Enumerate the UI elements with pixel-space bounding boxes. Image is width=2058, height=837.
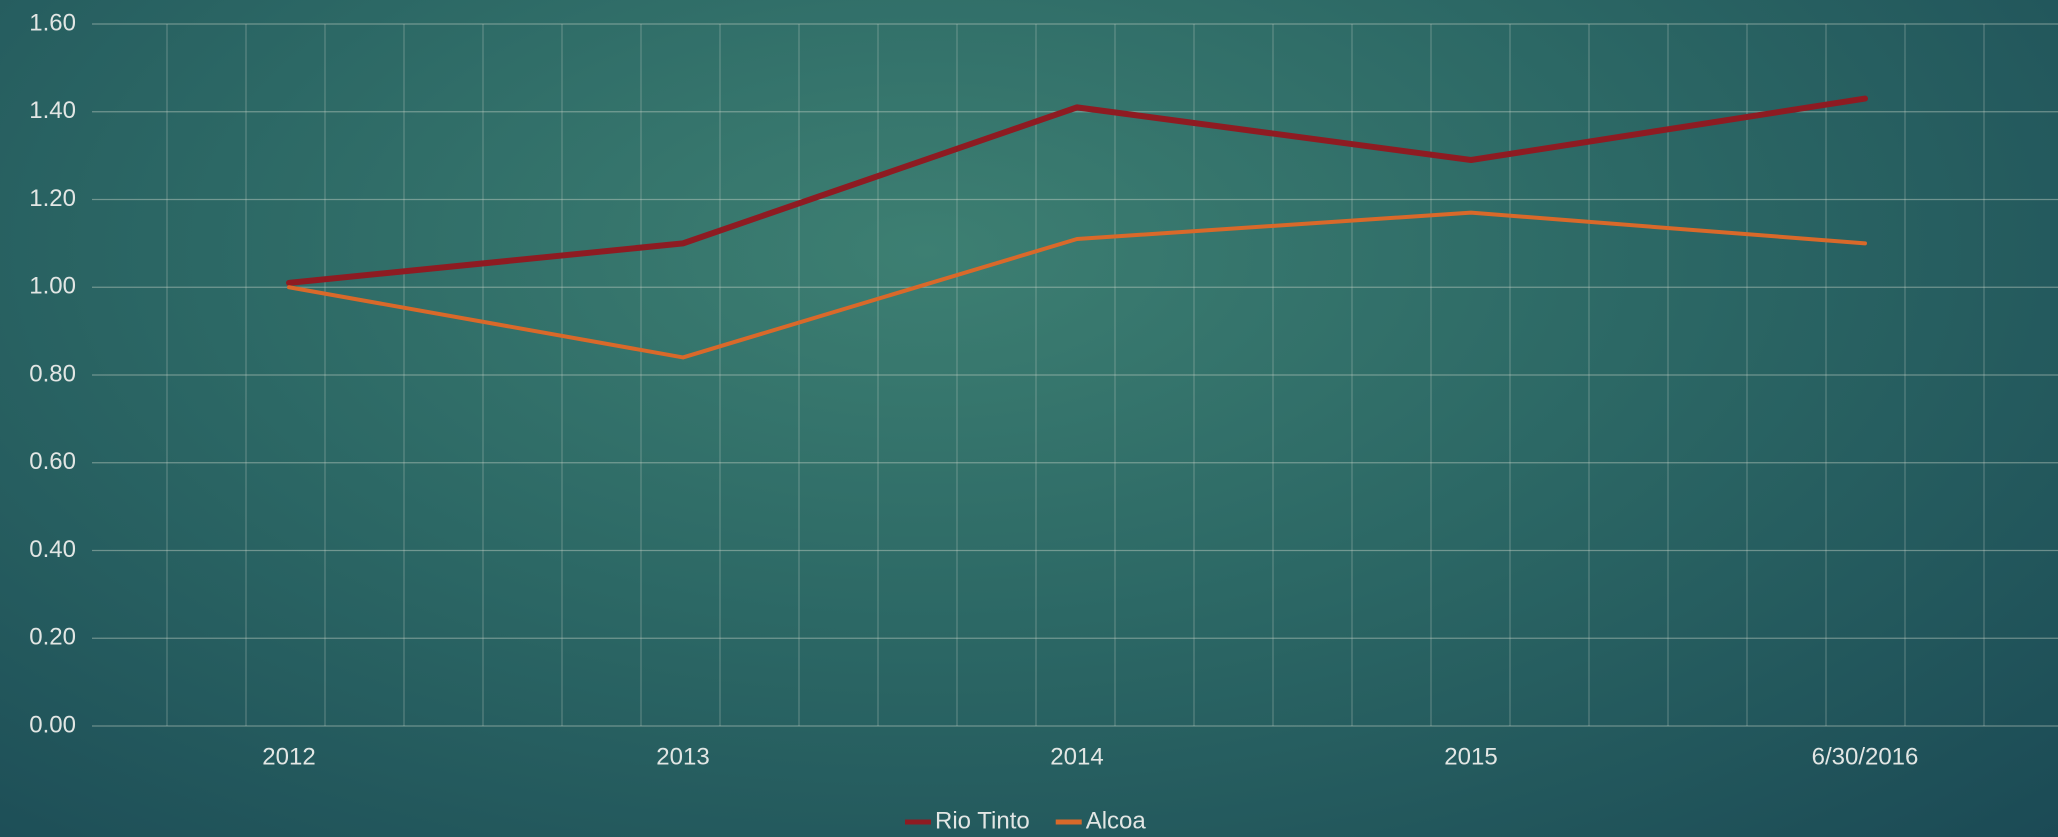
series-line [287,210,1867,360]
legend-label: Alcoa [1086,807,1147,834]
x-tick-label: 2015 [1444,743,1497,770]
legend-label: Rio Tinto [935,807,1030,834]
y-tick-label: 1.20 [29,185,76,212]
series-line [286,95,1868,286]
x-tick-label: 2014 [1050,743,1103,770]
y-tick-label: 0.00 [29,711,76,738]
x-tick-label: 6/30/2016 [1812,743,1919,770]
x-tick-label: 2013 [656,743,709,770]
y-tick-label: 1.00 [29,273,76,300]
y-tick-label: 0.60 [29,448,76,475]
x-tick-label: 2012 [262,743,315,770]
y-tick-label: 1.60 [29,9,76,36]
y-tick-label: 1.40 [29,97,76,124]
y-tick-label: 0.80 [29,360,76,387]
y-tick-label: 0.40 [29,536,76,563]
y-tick-label: 0.20 [29,624,76,651]
